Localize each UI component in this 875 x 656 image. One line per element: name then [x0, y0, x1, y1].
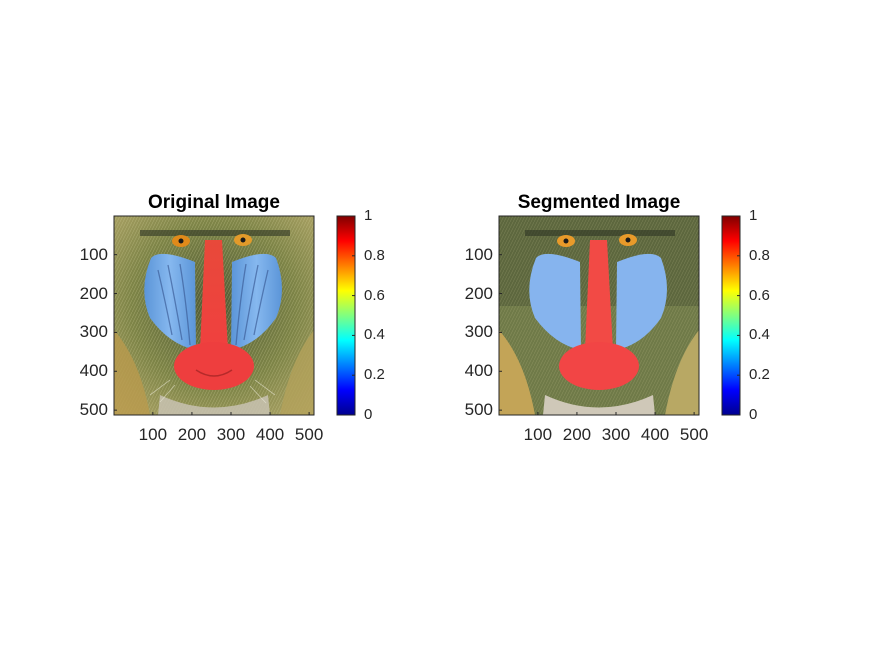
left-ytick-label: 300	[79, 322, 108, 342]
left-xtick-label: 200	[177, 425, 207, 444]
left-xtick-label: 100	[138, 425, 168, 444]
right-xtick-label: 300	[601, 425, 631, 444]
left-colorbar-tick-label: 0.4	[364, 326, 385, 344]
right-colorbar-tick-label: 0.2	[749, 366, 770, 384]
left-colorbar	[336, 215, 356, 416]
left-ytick-label: 400	[79, 361, 108, 381]
left-ytick-label: 500	[79, 400, 108, 420]
right-colorbar-tick-label: 0.8	[749, 246, 770, 264]
left-panel-title: Original Image	[148, 192, 280, 213]
right-image	[499, 216, 699, 415]
left-xtick-label: 400	[255, 425, 285, 444]
left-colorbar-tick-label: 0	[364, 406, 373, 423]
left-colorbar-tick-label: 1	[364, 207, 373, 224]
right-ytick-label: 300	[464, 322, 493, 342]
left-ytick-label: 200	[79, 283, 108, 303]
left-axes-frame	[113, 215, 315, 416]
right-ytick-label: 100	[464, 244, 493, 264]
right-xtick-label: 500	[679, 425, 709, 444]
right-ytick-label: 500	[464, 400, 493, 420]
right-colorbar-tick-label: 1	[749, 207, 758, 224]
right-xtick-label: 200	[562, 425, 592, 444]
right-xtick-label: 100	[523, 425, 553, 444]
right-panel-title: Segmented Image	[517, 192, 681, 213]
right-colorbar	[721, 215, 741, 416]
right-ytick-label: 200	[464, 283, 493, 303]
right-axes-frame	[498, 215, 700, 416]
left-xtick-label: 300	[216, 425, 246, 444]
left-colorbar-tick-label: 0.2	[364, 366, 385, 384]
left-ytick-label: 100	[79, 244, 108, 264]
right-colorbar-tick-label: 0.6	[749, 286, 770, 304]
left-colorbar-tick-label: 0.6	[364, 286, 385, 304]
right-xtick-label: 400	[640, 425, 670, 444]
left-colorbar-tick-label: 0.8	[364, 246, 385, 264]
left-xtick-label: 500	[294, 425, 324, 444]
right-colorbar-tick-label: 0.4	[749, 326, 770, 344]
right-ytick-label: 400	[464, 361, 493, 381]
right-colorbar-tick-label: 0	[749, 406, 758, 423]
left-image	[114, 216, 314, 415]
